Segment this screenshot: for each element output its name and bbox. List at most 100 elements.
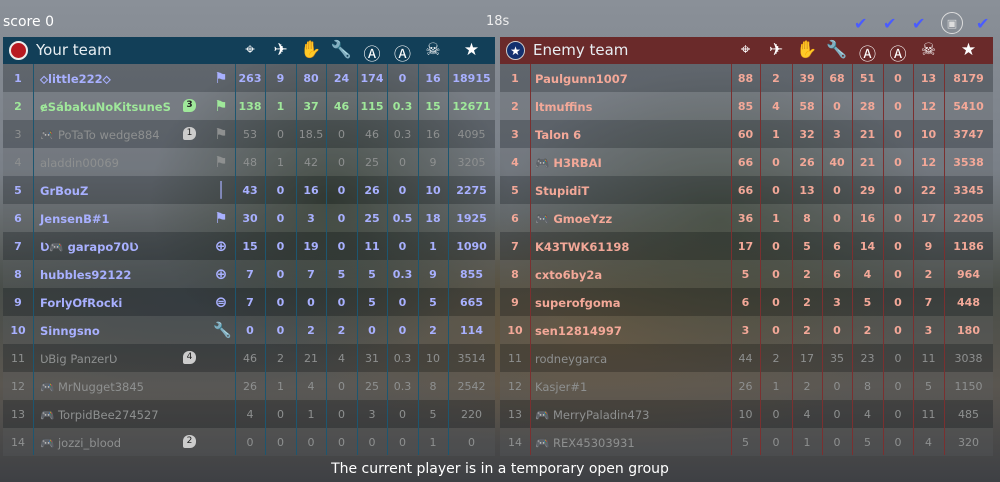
column-divider: [296, 64, 297, 455]
player-row[interactable]: 3 Talon 6 60 1 32 3 21 0 10 3747: [500, 120, 993, 148]
assists-icon[interactable]: ✋: [796, 40, 818, 60]
player-row[interactable]: 8 cxto6by2a 5 0 2 6 4 0 2 964: [500, 260, 993, 288]
assists-icon[interactable]: ✋: [300, 40, 322, 60]
stat-deaths: 18: [425, 212, 441, 225]
stat-repairs: 0: [337, 296, 346, 309]
column-divider: [418, 64, 419, 455]
stat-score: 18915: [452, 72, 491, 85]
stat-kills: 26: [243, 380, 257, 393]
stat-score: 3538: [953, 156, 984, 169]
player-rank: 8: [511, 268, 519, 281]
kills-icon[interactable]: ⌖: [245, 40, 255, 60]
stat-kills: 5: [741, 268, 750, 281]
capture-assists-icon[interactable]: Ⓐ: [889, 45, 907, 65]
player-name: Sinngsno: [40, 324, 100, 338]
repairs-icon[interactable]: 🔧: [330, 40, 353, 60]
stat-vehicle-kills: 2: [772, 352, 780, 365]
player-name: 🎮 MerryPaladin473: [535, 408, 650, 422]
capture-assists-icon[interactable]: Ⓐ: [394, 45, 411, 65]
player-row[interactable]: 11 rodneygarca 44 2 17 35 23 0 11 3038: [500, 344, 993, 372]
player-row[interactable]: 2 ltmuffins 85 4 58 0 28 0 12 5410: [500, 92, 993, 120]
player-row[interactable]: 1 ⬦little222⬦ ⚑ 263 9 80 24 174 0 16 18915: [3, 64, 495, 92]
player-row[interactable]: 4 🎮 H3RBAI 66 0 26 40 21 0 12 3538: [500, 148, 993, 176]
score-icon[interactable]: ★: [463, 40, 480, 60]
player-row[interactable]: 14 🎮 REX45303931 5 0 1 0 5 0 4 320: [500, 428, 993, 456]
column-divider: [326, 64, 327, 455]
player-row[interactable]: 4 aladdin00069 ⚑ 48 1 42 0 25 0 9 3205: [3, 148, 495, 176]
column-divider: [913, 64, 914, 455]
player-row[interactable]: 9 ForlyOfRocki ⊜ 7 0 0 0 5 0 5 665: [3, 288, 495, 316]
match-timer: 18s: [486, 14, 510, 29]
player-name: 🎮 H3RBAI: [535, 156, 602, 170]
player-rank: 12: [11, 380, 25, 393]
deaths-icon[interactable]: ☠: [425, 40, 441, 60]
player-rank: 10: [507, 324, 523, 337]
stat-vehicle-kills: 2: [277, 352, 284, 365]
player-name: Ʋ🎮 garapo70Ʋ: [40, 240, 139, 254]
stat-score: 8179: [953, 72, 984, 85]
flag-icon: ⚑: [214, 69, 228, 87]
stat-kills: 15: [242, 240, 258, 253]
stat-assists: 19: [303, 240, 319, 253]
stat-score: 3345: [953, 184, 984, 197]
stat-kills: 10: [738, 408, 753, 421]
stat-deaths: 5: [429, 296, 437, 309]
stat-captures: 5: [863, 296, 872, 309]
player-rank: 3: [14, 128, 22, 141]
player-row[interactable]: 13 🎮 TorpidBee274527 4 0 1 0 3 0 5 220: [3, 400, 495, 428]
stat-score: 3205: [457, 156, 486, 169]
player-row[interactable]: 10 sen12814997 3 0 2 0 2 0 3 180: [500, 316, 993, 344]
vehicle-kills-icon[interactable]: ✈: [768, 40, 784, 60]
player-name: Talon 6: [535, 128, 582, 142]
player-row[interactable]: 6 JensenB#1 ⚑ 30 0 3 0 25 0.5 18 1925: [3, 204, 495, 232]
repairs-icon[interactable]: 🔧: [826, 40, 848, 60]
stat-deaths: 9: [429, 268, 437, 281]
player-row[interactable]: 1 Paulgunn1007 88 2 39 68 51 0 13 8179: [500, 64, 993, 92]
player-rank: 7: [511, 240, 519, 253]
player-row[interactable]: 8 hubbles92122 ⊕ 7 0 7 5 5 0.3 9 855: [3, 260, 495, 288]
player-row[interactable]: 6 🎮 GmoeYzz 36 1 8 0 16 0 17 2205: [500, 204, 993, 232]
player-row[interactable]: 5 StupidiT 66 0 13 0 29 0 22 3345: [500, 176, 993, 204]
squad-badge: 3: [183, 99, 196, 112]
stat-repairs: 0: [833, 436, 841, 449]
player-row[interactable]: 5 GrBouZ │ 43 0 16 0 26 0 10 2275: [3, 176, 495, 204]
stat-assists: 2: [803, 268, 811, 281]
stat-kills: 26: [738, 380, 753, 393]
player-row[interactable]: 2 ɇSábakuNoKitsuneS 3 ⚑ 138 1 37 46 115 0.3 15 1267…: [3, 92, 495, 120]
player-row[interactable]: 7 K43TWK61198 17 0 5 6 14 0 9 1186: [500, 232, 993, 260]
stat-kills: 66: [737, 184, 754, 197]
stat-capture-assists: 0.3: [392, 268, 413, 281]
kills-icon[interactable]: ⌖: [740, 40, 751, 60]
stat-score: 180: [957, 324, 980, 337]
player-row[interactable]: 10 Sinngsno 🔧 0 0 2 2 0 0 2 114: [3, 316, 495, 344]
player-row[interactable]: 13 🎮 MerryPaladin473 10 0 4 0 4 0 11 485: [500, 400, 993, 428]
stat-capture-assists: 0: [894, 156, 902, 169]
stat-deaths: 12: [920, 156, 937, 169]
vehicle-kills-icon[interactable]: ✈: [273, 40, 288, 60]
stat-captures: 174: [360, 72, 384, 85]
stat-kills: 53: [243, 128, 257, 141]
player-row[interactable]: 9 superofgoma 6 0 2 3 5 0 7 448: [500, 288, 993, 316]
player-row[interactable]: 12 🎮 MrNugget3845 26 1 4 0 25 0.3 8 2542: [3, 372, 495, 400]
stat-score: 964: [957, 268, 980, 281]
stat-vehicle-kills: 0: [772, 296, 780, 309]
stat-deaths: 10: [920, 128, 937, 141]
stat-captures: 51: [859, 72, 876, 85]
player-row[interactable]: 3 🎮 PoTaTo wedge884 1 ⚑ 53 0 18.5 0 46 0.3 16 4095: [3, 120, 495, 148]
team-name: Your team: [36, 41, 112, 59]
player-row[interactable]: 7 Ʋ🎮 garapo70Ʋ ⊕ 15 0 19 0 11 0 1 1090: [3, 232, 495, 260]
stat-assists: 13: [799, 184, 815, 197]
player-row[interactable]: 11 ƲBig PanzerƲ 4 46 2 21 4 31 0.3 10 3514: [3, 344, 495, 372]
player-row[interactable]: 12 Kasjer#1 26 1 2 0 8 0 5 1150: [500, 372, 993, 400]
stat-vehicle-kills: 0: [772, 408, 780, 421]
stat-captures: 4: [863, 268, 872, 281]
deaths-icon[interactable]: ☠: [920, 40, 937, 60]
captures-icon[interactable]: Ⓐ: [859, 45, 876, 65]
stat-capture-assists: 0: [894, 240, 902, 253]
captures-icon[interactable]: Ⓐ: [363, 45, 381, 65]
player-row[interactable]: 14 🎮 jozzi_blood 2 0 0 0 0 0 0 1 0: [3, 428, 495, 456]
stat-deaths: 3: [924, 324, 933, 337]
enemy-team-header: ★ Enemy team ⌖ ✈ ✋ 🔧 Ⓐ Ⓐ ☠ ★: [500, 37, 993, 65]
stat-assists: 37: [303, 100, 319, 113]
score-icon[interactable]: ★: [960, 40, 977, 60]
